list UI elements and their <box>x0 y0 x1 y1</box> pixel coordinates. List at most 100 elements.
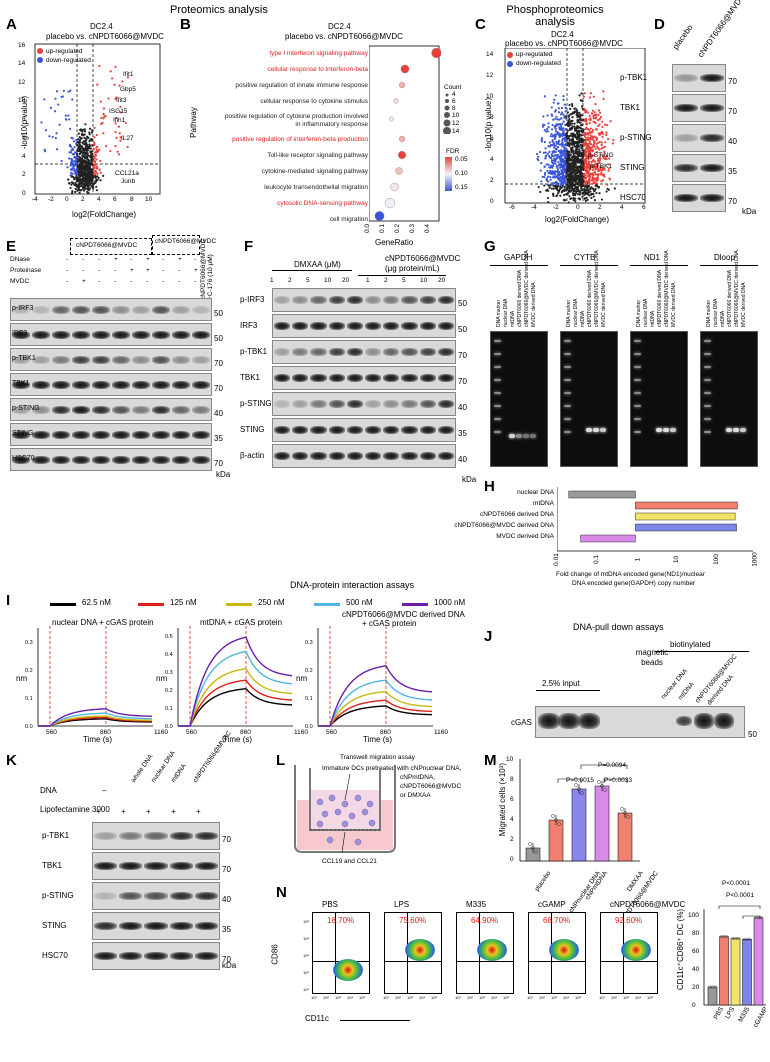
k-row-label: HSC70 <box>42 951 68 960</box>
f-band <box>310 296 327 304</box>
g-gel <box>560 331 618 467</box>
g-marker-band <box>564 366 571 368</box>
a-ytick: 12 <box>18 79 26 86</box>
a-legend-up: up-regulated <box>46 48 83 55</box>
g-lane: cNPDT6066 derived DNA <box>727 270 733 327</box>
d-band <box>674 134 698 142</box>
f-band <box>383 322 400 330</box>
f-band <box>274 426 291 434</box>
g-marker-band <box>564 392 571 394</box>
f-band <box>383 452 400 460</box>
f-band <box>365 322 382 330</box>
e-band <box>172 380 190 389</box>
f-band <box>328 426 345 434</box>
e-sign: - <box>178 278 181 285</box>
c-title1: DC2.4 <box>551 30 574 39</box>
b-xtick: 0.4 <box>424 223 432 234</box>
f-band <box>437 348 454 356</box>
e-sign: + <box>146 267 150 274</box>
i-ytick: 0.1 <box>305 696 313 702</box>
g-marker-band <box>564 379 571 381</box>
c-ytick: 14 <box>486 51 494 58</box>
b-fdr-colorbar <box>445 157 452 191</box>
g-lane: nuclear DNA <box>503 298 509 327</box>
j-biotin: biotinylated <box>670 640 711 649</box>
n-percent: 75.60% <box>399 916 427 925</box>
k-blot <box>92 822 220 850</box>
i-ylabel: nm <box>16 674 27 683</box>
n-xtick: 10⁴ <box>419 995 426 1000</box>
f-band <box>274 348 291 356</box>
e-row-label: TBK1 <box>12 379 30 387</box>
e-sign: - <box>114 278 117 285</box>
e-sign: - <box>66 256 69 263</box>
e-band <box>112 330 130 339</box>
f-band <box>310 348 327 356</box>
e-band <box>112 455 130 464</box>
k-marker: 40 <box>222 895 231 904</box>
g-marker-band <box>494 379 501 381</box>
g-gel <box>630 331 688 467</box>
f-band <box>437 322 454 330</box>
e-row-label: HSC70 <box>12 454 35 462</box>
e-sign: - <box>210 256 213 263</box>
panel-label-l: L <box>276 752 286 769</box>
d-row-label: HSC70 <box>620 193 646 202</box>
k-band <box>194 862 218 870</box>
e-band <box>12 455 30 464</box>
panel-label-k: K <box>6 752 17 769</box>
f-marker: 70 <box>458 377 467 386</box>
f-marker: 35 <box>458 429 467 438</box>
c-xtick: -4 <box>531 204 537 211</box>
m-ytick: 8 <box>510 776 514 783</box>
i-panel: Time (s) 560 860 1160 nm 0.0 0.1 0.2 0.3 <box>16 626 168 744</box>
k-marker: 70 <box>222 955 231 964</box>
e-marker: 70 <box>214 458 223 468</box>
i-title: cNPDT6066@MVDC derived DNA <box>342 610 465 619</box>
i-ytick: 0.2 <box>25 668 33 674</box>
e-band <box>192 405 210 414</box>
b-xtick: 0.3 <box>409 223 417 234</box>
k-kda: kDa <box>222 961 237 970</box>
e-band <box>192 305 210 314</box>
g-marker-band <box>634 379 641 381</box>
n-xtick: 10¹ <box>527 995 533 1000</box>
panel-label-j: J <box>484 628 493 645</box>
e-row-label: STING <box>12 429 34 437</box>
k-dna-minus: – <box>102 786 107 795</box>
a-ytick: 0 <box>22 190 26 197</box>
i-ytick: 0.1 <box>25 696 33 702</box>
e-band <box>92 355 110 364</box>
e-band <box>132 355 150 364</box>
e-band <box>12 355 30 364</box>
e-band <box>32 330 50 339</box>
j-lane: mtDNA <box>677 680 696 702</box>
k-lipo-sign: + <box>196 807 201 816</box>
f-band <box>383 296 400 304</box>
m-pval: P=0.0033 <box>604 777 633 784</box>
n-bar-ytick: 20 <box>692 984 700 991</box>
g-band <box>509 434 515 438</box>
e-sign: - <box>194 278 197 285</box>
e-marker: 70 <box>214 358 223 368</box>
n-gate-h <box>385 961 441 962</box>
n-bar-chart <box>703 905 766 1006</box>
e-marker: 50 <box>214 308 223 318</box>
f-band <box>292 374 309 382</box>
pulldown-header: DNA-pull down assays <box>573 622 664 632</box>
e-band <box>152 330 170 339</box>
c-title2: placebo vs. cNPDT6066@MVDC <box>505 39 623 48</box>
i-ytick: 0.4 <box>165 652 173 658</box>
c-ytick: 8 <box>490 114 494 121</box>
e-band <box>72 405 90 414</box>
e-band <box>72 455 90 464</box>
e-band <box>32 355 50 364</box>
panel-label-a: A <box>6 16 17 33</box>
m-pval: P=0.0015 <box>566 777 595 784</box>
e-sign: - <box>82 256 85 263</box>
n-panel-title: cGAMP <box>538 900 566 909</box>
k-dna-label: DNA <box>40 786 57 795</box>
e-band <box>132 430 150 439</box>
e-marker: 35 <box>214 433 223 443</box>
